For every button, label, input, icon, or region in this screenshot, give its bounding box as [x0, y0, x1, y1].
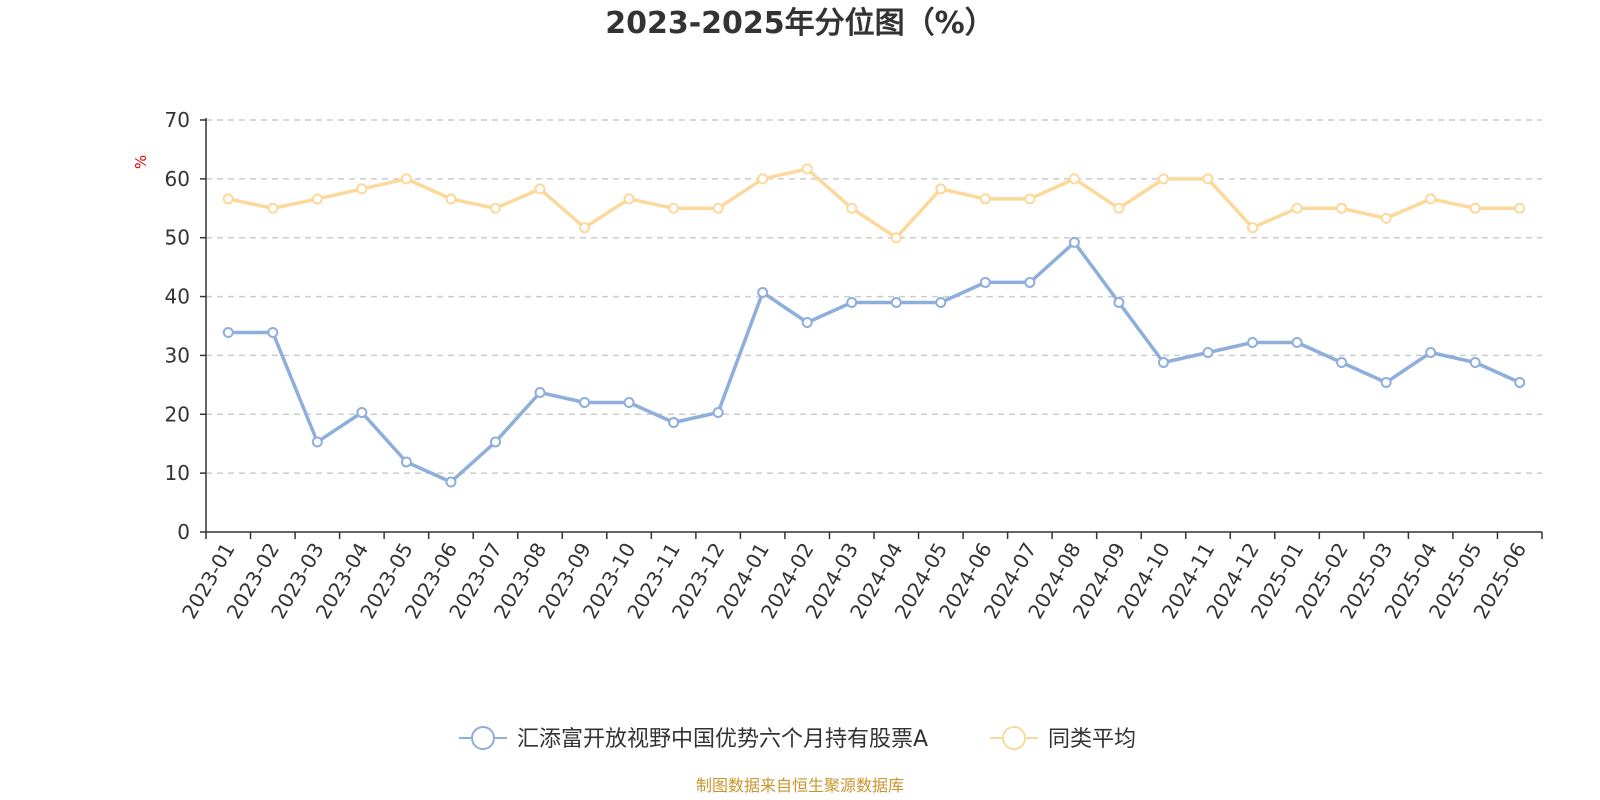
y-tick-label-40: 40	[165, 285, 190, 309]
y-tick-label-20: 20	[165, 402, 190, 426]
data-point-s0-2025-05[interactable]	[1469, 356, 1481, 368]
series-line-1	[227, 167, 1520, 240]
data-point-s0-2024-11[interactable]	[1202, 346, 1214, 358]
data-point-s0-2023-02[interactable]	[267, 326, 279, 338]
data-point-s0-2023-10[interactable]	[623, 397, 635, 409]
data-point-s1-2024-03[interactable]	[846, 202, 858, 214]
data-point-s1-2023-03[interactable]	[311, 193, 323, 205]
data-point-s0-2023-04[interactable]	[356, 407, 368, 419]
data-point-s0-2024-05[interactable]	[935, 296, 947, 308]
data-point-s0-2024-12[interactable]	[1247, 336, 1259, 348]
grid-lines	[206, 119, 1542, 474]
data-point-s0-2024-01[interactable]	[757, 286, 769, 298]
data-point-s1-2023-04[interactable]	[356, 183, 368, 195]
data-point-s1-2023-05[interactable]	[400, 173, 412, 185]
legend-label-fund: 汇添富开放视野中国优势六个月持有股票A	[517, 727, 928, 752]
y-tick-label-70: 70	[165, 108, 190, 132]
data-point-s0-2025-03[interactable]	[1380, 377, 1392, 389]
data-point-s1-2023-12[interactable]	[712, 202, 724, 214]
data-point-s0-2025-06[interactable]	[1514, 377, 1526, 389]
data-point-s1-2025-05[interactable]	[1469, 202, 1481, 214]
y-tick-label-60: 60	[165, 167, 190, 191]
data-point-s1-2024-08[interactable]	[1068, 173, 1080, 185]
data-point-s1-2024-02[interactable]	[801, 163, 813, 175]
chart-title: 2023-2025年分位图（%）	[605, 6, 995, 41]
legend: 汇添富开放视野中国优势六个月持有股票A 同类平均	[459, 726, 1136, 752]
data-point-s1-2024-04[interactable]	[890, 232, 902, 244]
y-tick-label-50: 50	[165, 226, 190, 250]
data-point-s1-2024-01[interactable]	[757, 173, 769, 185]
data-point-s1-2023-02[interactable]	[267, 202, 279, 214]
y-tick-label-30: 30	[165, 343, 190, 367]
data-point-s0-2024-09[interactable]	[1113, 296, 1125, 308]
data-point-s1-2023-01[interactable]	[222, 193, 234, 205]
data-point-s1-2025-03[interactable]	[1380, 212, 1392, 224]
data-point-s1-2023-07[interactable]	[489, 202, 501, 214]
y-tick-label-0: 0	[177, 520, 190, 544]
data-point-s0-2023-03[interactable]	[311, 436, 323, 448]
data-point-s0-2025-04[interactable]	[1425, 346, 1437, 358]
data-source-note: 制图数据来自恒生聚源数据库	[696, 776, 904, 795]
y-axis-unit: %	[132, 155, 150, 169]
data-point-s0-2023-01[interactable]	[222, 326, 234, 338]
y-axis-ticks: 0 10 20 30 40 50 60 70	[165, 108, 206, 544]
data-point-s1-2025-04[interactable]	[1425, 193, 1437, 205]
data-point-s0-2023-12[interactable]	[712, 407, 724, 419]
data-point-s0-2024-07[interactable]	[1024, 276, 1036, 288]
data-point-s0-2024-02[interactable]	[801, 316, 813, 328]
data-point-s0-2023-07[interactable]	[489, 436, 501, 448]
legend-swatch-fund-marker	[471, 726, 495, 750]
data-point-s1-2025-02[interactable]	[1336, 202, 1348, 214]
data-point-s0-2023-09[interactable]	[579, 397, 591, 409]
data-point-s0-2024-04[interactable]	[890, 296, 902, 308]
data-point-s1-2024-06[interactable]	[979, 193, 991, 205]
data-point-s0-2023-05[interactable]	[400, 456, 412, 468]
data-point-s0-2024-03[interactable]	[846, 296, 858, 308]
data-point-s0-2024-06[interactable]	[979, 276, 991, 288]
data-point-s1-2023-09[interactable]	[579, 222, 591, 234]
data-point-s0-2023-11[interactable]	[668, 417, 680, 429]
data-point-s1-2024-10[interactable]	[1157, 173, 1169, 185]
data-point-s0-2025-02[interactable]	[1336, 356, 1348, 368]
data-point-s1-2024-09[interactable]	[1113, 202, 1125, 214]
data-point-s1-2023-10[interactable]	[623, 193, 635, 205]
data-point-s0-2025-01[interactable]	[1291, 336, 1303, 348]
data-point-s1-2023-06[interactable]	[445, 193, 457, 205]
data-point-s1-2024-12[interactable]	[1247, 222, 1259, 234]
data-point-s1-2025-06[interactable]	[1514, 202, 1526, 214]
series-line-0	[228, 240, 1521, 484]
data-point-s0-2024-08[interactable]	[1068, 236, 1080, 248]
data-point-s0-2023-06[interactable]	[445, 476, 457, 488]
legend-label-average: 同类平均	[1048, 727, 1136, 752]
x-axis-ticks: 2023-012023-022023-032023-042023-052023-…	[177, 532, 1543, 623]
data-point-s1-2025-01[interactable]	[1291, 202, 1303, 214]
data-point-s1-2024-05[interactable]	[935, 183, 947, 195]
y-tick-label-10: 10	[165, 461, 190, 485]
data-point-s0-2023-08[interactable]	[534, 387, 546, 399]
legend-swatch-avg-marker	[1002, 726, 1026, 750]
data-point-s1-2024-11[interactable]	[1202, 173, 1214, 185]
data-point-s0-2024-10[interactable]	[1157, 356, 1169, 368]
series-lines	[222, 163, 1526, 488]
data-point-s1-2023-08[interactable]	[534, 183, 546, 195]
data-point-s1-2023-11[interactable]	[668, 202, 680, 214]
data-point-s1-2024-07[interactable]	[1024, 193, 1036, 205]
